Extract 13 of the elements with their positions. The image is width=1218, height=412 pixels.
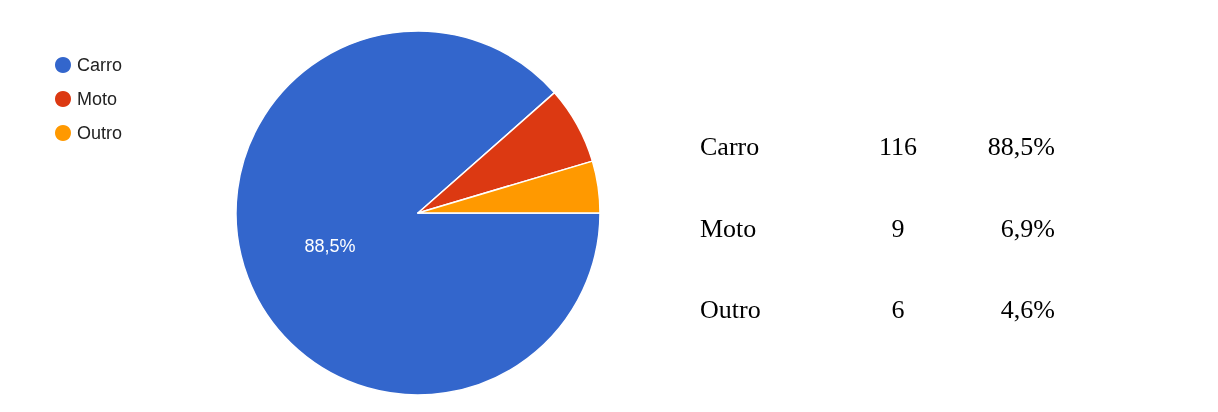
- category-label: Outro: [700, 294, 761, 324]
- text: 88,5%: [987, 131, 1055, 161]
- text: 4,6%: [1000, 294, 1055, 324]
- legend-label: Moto: [77, 89, 118, 109]
- text: 9: [891, 213, 905, 243]
- legend-label: Carro: [77, 55, 123, 75]
- data-label: 88,5%: [304, 236, 356, 257]
- category-label: Moto: [700, 213, 757, 243]
- text: 6: [891, 294, 905, 324]
- text: 6,9%: [1000, 213, 1055, 243]
- text: 116: [878, 131, 918, 161]
- legend-label: Outro: [77, 123, 123, 143]
- category-label: Carro: [700, 131, 760, 161]
